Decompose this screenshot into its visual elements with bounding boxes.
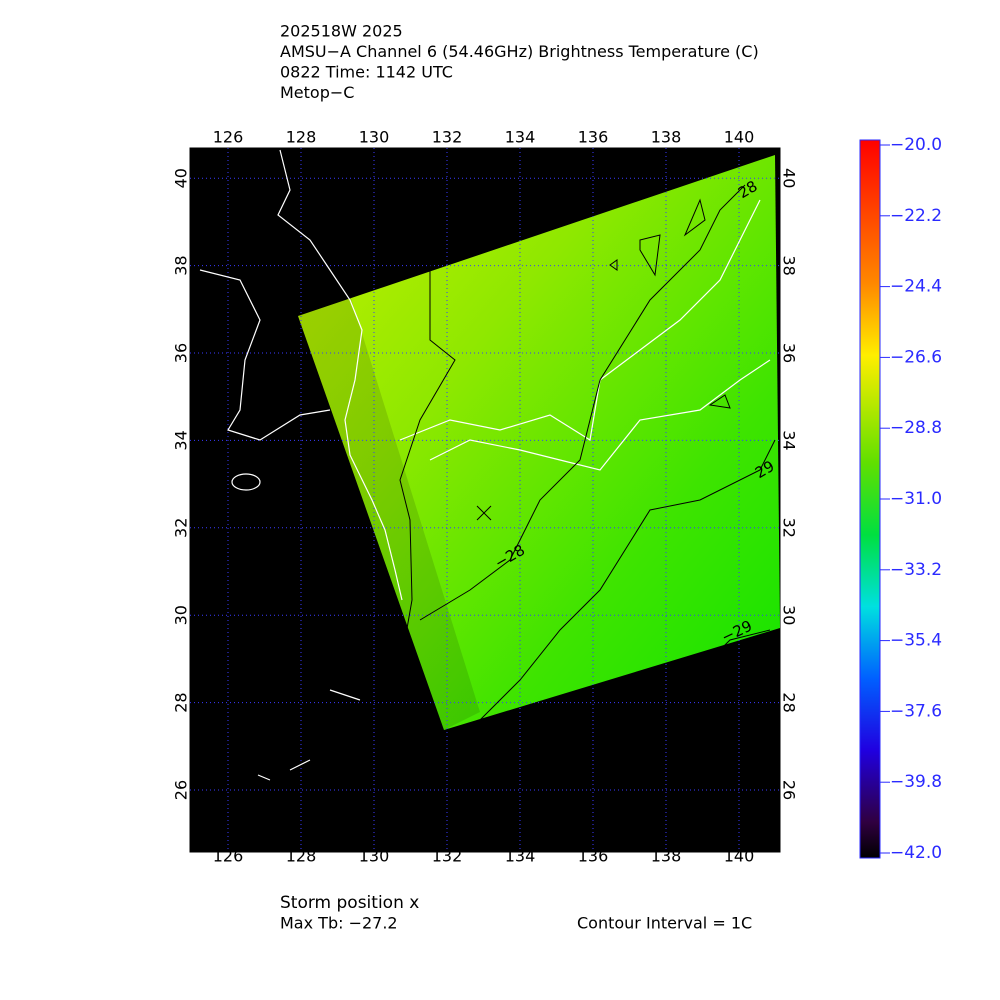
lat-label-right: 36: [780, 343, 799, 363]
lon-label-bottom: 128: [286, 847, 317, 866]
max-tb: Max Tb: −27.2: [280, 914, 398, 933]
colorbar-label: −24.4: [890, 277, 942, 297]
lat-label-left: 32: [172, 518, 191, 538]
lon-label-top: 136: [578, 128, 609, 147]
lon-label-bottom: 138: [651, 847, 682, 866]
lon-label-top: 130: [359, 128, 390, 147]
colorbar-label: −42.0: [890, 843, 942, 863]
lon-label-bottom: 134: [505, 847, 536, 866]
lat-label-right: 26: [780, 780, 799, 800]
colorbar-label: −31.0: [890, 489, 942, 509]
lat-label-left: 30: [172, 605, 191, 625]
colorbar: [859, 139, 881, 859]
swath-edge: [298, 295, 480, 730]
header-line: AMSU−A Channel 6 (54.46GHz) Brightness T…: [280, 42, 759, 61]
lat-label-left: 40: [172, 168, 191, 188]
lon-label-top: 126: [213, 128, 244, 147]
colorbar-label: −22.2: [890, 206, 942, 226]
lon-label-top: 128: [286, 128, 317, 147]
lon-label-bottom: 140: [724, 847, 755, 866]
lat-label-right: 38: [780, 255, 799, 275]
colorbar-label: −37.6: [890, 701, 942, 721]
header-line: 202518W 2025: [280, 22, 403, 41]
colorbar-labels: −20.0 −22.2 −24.4 −26.6 −28.8 −31.0 −33.2 −35.4…: [880, 135, 942, 863]
lat-label-right: 40: [780, 168, 799, 188]
storm-marker: [476, 505, 492, 521]
header-line: Metop−C: [280, 83, 354, 102]
lat-label-right: 28: [780, 692, 799, 712]
lon-label-bottom: 132: [432, 847, 463, 866]
map-labels: 126 126 128 128 130 130 132 132 134 134 136 136 138 1…: [172, 128, 799, 866]
lat-label-left: 38: [172, 255, 191, 275]
lat-label-right: 34: [780, 430, 799, 450]
lat-label-left: 34: [172, 430, 191, 450]
header-line: 0822 Time: 1142 UTC: [280, 63, 453, 82]
storm-position: Storm position x: [280, 893, 419, 913]
swath: [298, 155, 780, 730]
lon-label-bottom: 126: [213, 847, 244, 866]
colorbar-label: −33.2: [890, 560, 942, 580]
grid: [190, 148, 780, 852]
lat-label-right: 32: [780, 518, 799, 538]
colorbar-label: −20.0: [890, 135, 942, 155]
lat-label-left: 28: [172, 692, 191, 712]
colorbar-label: −39.8: [890, 772, 942, 792]
lat-label-left: 36: [172, 343, 191, 363]
lon-label-top: 140: [724, 128, 755, 147]
lat-label-right: 30: [780, 605, 799, 625]
contours: [399, 184, 776, 721]
lon-label-top: 138: [651, 128, 682, 147]
colorbar-label: −35.4: [890, 631, 942, 651]
lon-label-bottom: 136: [578, 847, 609, 866]
lon-label-top: 132: [432, 128, 463, 147]
coastlines: [199, 149, 771, 781]
lon-label-bottom: 130: [359, 847, 390, 866]
colorbar-label: −28.8: [890, 418, 942, 438]
lat-label-left: 26: [172, 780, 191, 800]
contour-interval: Contour Interval = 1C: [577, 914, 752, 933]
lon-label-top: 134: [505, 128, 536, 147]
colorbar-label: −26.6: [890, 347, 942, 367]
